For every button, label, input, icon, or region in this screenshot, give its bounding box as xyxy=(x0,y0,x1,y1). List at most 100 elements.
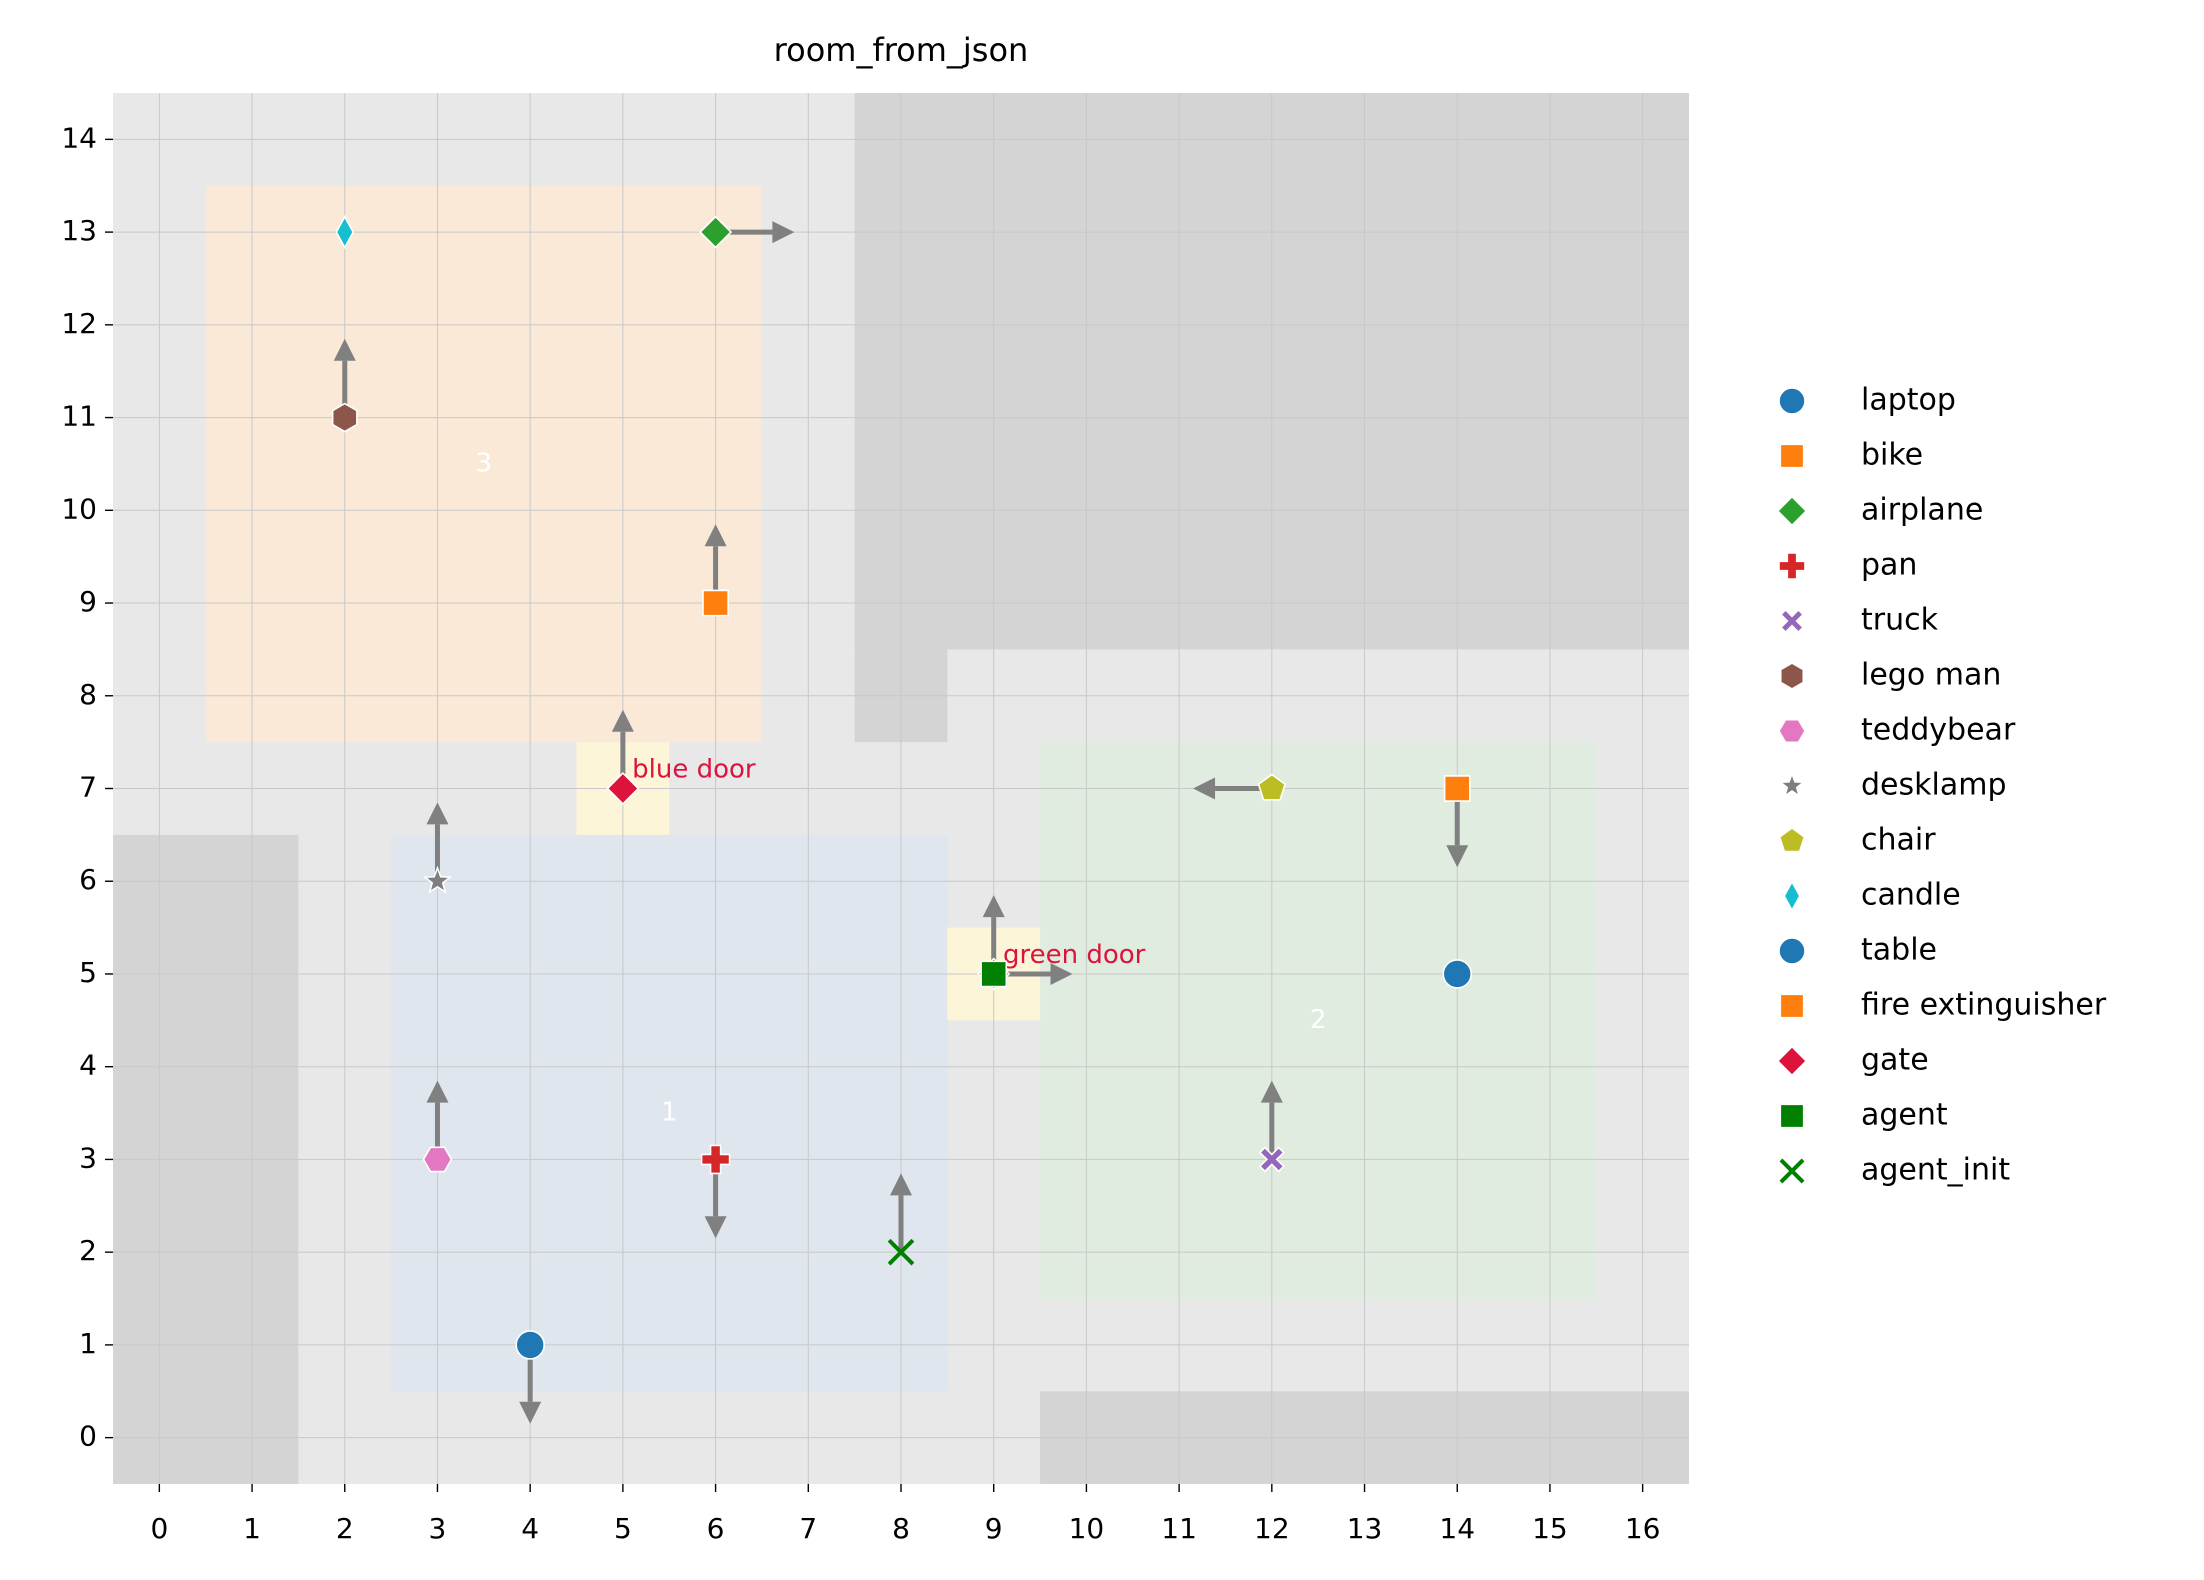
marker xyxy=(335,215,355,250)
x-tick-label: 16 xyxy=(1625,1512,1661,1545)
legend-marker xyxy=(1778,718,1806,744)
arrow-head xyxy=(1260,1080,1283,1103)
legend-marker xyxy=(1778,827,1806,853)
x-tick-label: 13 xyxy=(1347,1512,1383,1545)
y-tick-label: 3 xyxy=(79,1141,97,1174)
arrow-head xyxy=(982,895,1005,918)
y-tick-label: 14 xyxy=(61,121,97,154)
legend-marker xyxy=(1779,662,1805,690)
marker xyxy=(422,865,453,894)
y-tick-label: 9 xyxy=(79,585,97,618)
x-tick-label: 9 xyxy=(985,1512,1003,1545)
arrow-head xyxy=(704,1216,727,1239)
chart-title: room_from_json xyxy=(774,31,1029,69)
arrow-head xyxy=(333,338,356,361)
legend-marker xyxy=(1779,1103,1805,1129)
y-tick-label: 7 xyxy=(79,771,97,804)
room xyxy=(1040,742,1597,1299)
y-tick-label: 8 xyxy=(79,678,97,711)
y-tick-label: 12 xyxy=(61,307,97,340)
marker xyxy=(1443,775,1471,802)
room xyxy=(205,185,762,743)
x-tick-label: 3 xyxy=(429,1512,447,1545)
arrow-head xyxy=(890,1173,912,1196)
room xyxy=(391,834,948,1392)
x-tick-label: 7 xyxy=(799,1512,817,1545)
marker xyxy=(1258,1146,1285,1173)
room-label: 2 xyxy=(1310,1005,1327,1035)
legend-marker xyxy=(1783,880,1801,912)
y-tick-label: 13 xyxy=(61,214,97,247)
marker xyxy=(700,1144,731,1175)
y-tick-label: 2 xyxy=(79,1234,97,1267)
legend-label: candle xyxy=(1861,878,1961,913)
legend-label: truck xyxy=(1861,603,1939,638)
arrow-head xyxy=(772,221,795,244)
arrow-head xyxy=(519,1401,542,1424)
y-tick-label: 10 xyxy=(61,492,97,525)
x-tick-label: 11 xyxy=(1161,1512,1197,1545)
marker xyxy=(1442,959,1473,989)
arrow-head xyxy=(426,1080,449,1103)
marker xyxy=(515,1330,545,1360)
legend-marker xyxy=(1779,443,1805,469)
x-tick-label: 8 xyxy=(892,1512,910,1545)
legend-label: fire extinguisher xyxy=(1861,988,2107,1023)
room-label: 3 xyxy=(476,448,493,478)
x-tick-label: 14 xyxy=(1439,1512,1475,1545)
y-tick-label: 4 xyxy=(79,1049,97,1082)
x-tick-label: 5 xyxy=(614,1512,632,1545)
legend-label: chair xyxy=(1861,823,1936,858)
arrow-head xyxy=(426,802,449,825)
legend-marker xyxy=(1778,771,1806,798)
legend-label: gate xyxy=(1861,1043,1929,1078)
marker xyxy=(422,1146,453,1173)
marker xyxy=(331,402,358,433)
marker xyxy=(1257,773,1287,801)
legend-label: laptop xyxy=(1861,383,1956,418)
arrow-head xyxy=(611,709,634,732)
x-tick-label: 0 xyxy=(150,1512,168,1545)
legend-marker xyxy=(1778,552,1806,580)
x-tick-label: 1 xyxy=(243,1512,261,1545)
legend-marker xyxy=(1778,387,1806,415)
arrow-head xyxy=(1193,777,1216,800)
marker xyxy=(980,960,1008,988)
y-tick-label: 6 xyxy=(79,863,97,896)
x-tick-label: 2 xyxy=(336,1512,354,1545)
x-tick-label: 4 xyxy=(521,1512,539,1545)
legend-label: lego man xyxy=(1861,658,2001,693)
legend-marker xyxy=(1778,937,1806,965)
marker xyxy=(702,589,729,617)
legend-marker xyxy=(1779,1158,1805,1184)
legend-marker xyxy=(1779,993,1805,1019)
y-tick-label: 5 xyxy=(79,956,97,989)
door-label: green door xyxy=(1003,940,1146,970)
x-tick-label: 15 xyxy=(1532,1512,1568,1545)
room-label: 1 xyxy=(661,1098,678,1128)
x-tick-label: 10 xyxy=(1069,1512,1105,1545)
legend-label: table xyxy=(1861,933,1937,968)
x-tick-label: 12 xyxy=(1254,1512,1290,1545)
legend-marker xyxy=(1779,608,1805,634)
x-tick-label: 6 xyxy=(707,1512,725,1545)
legend-label: desklamp xyxy=(1861,768,2007,803)
legend-label: agent_init xyxy=(1861,1153,2010,1188)
legend-label: pan xyxy=(1861,548,1917,583)
legend-label: agent xyxy=(1861,1098,1948,1133)
arrow-head xyxy=(1446,845,1469,868)
legend-marker xyxy=(1776,1045,1808,1077)
arrow-head xyxy=(704,524,727,547)
marker xyxy=(606,771,640,806)
door-label: blue door xyxy=(632,754,756,784)
y-tick-label: 0 xyxy=(79,1420,97,1453)
marker xyxy=(699,215,733,249)
legend-label: airplane xyxy=(1861,493,1983,528)
arrow-head xyxy=(1050,962,1073,985)
legend-label: teddybear xyxy=(1861,713,2016,748)
marker xyxy=(887,1238,915,1266)
legend-label: bike xyxy=(1861,438,1923,473)
legend-marker xyxy=(1776,495,1808,527)
y-tick-label: 1 xyxy=(79,1327,97,1360)
